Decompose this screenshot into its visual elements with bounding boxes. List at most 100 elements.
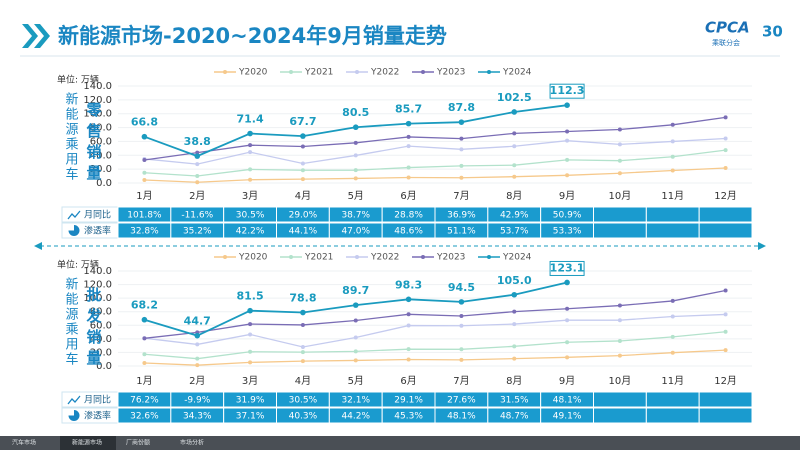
point — [195, 162, 200, 167]
table-value: 53.3% — [553, 227, 582, 237]
x-tick-label: 11月 — [661, 375, 684, 387]
point — [670, 139, 675, 144]
footer-tab[interactable]: 市场分析 — [180, 439, 204, 447]
x-tick-label: 3月 — [242, 190, 258, 202]
legend-label: Y2021 — [304, 253, 333, 263]
point — [195, 342, 200, 347]
table-cell — [645, 407, 700, 424]
table-cell — [645, 391, 700, 408]
legend-label: Y2021 — [304, 68, 333, 78]
table-value: 34.3% — [183, 412, 212, 422]
legend-label: Y2022 — [370, 253, 399, 263]
table-value: 48.7% — [500, 412, 529, 422]
legend-label: Y2020 — [238, 68, 268, 78]
table-cell — [645, 206, 700, 223]
table-value: 49.1% — [553, 412, 582, 422]
data-label: 38.8 — [184, 135, 211, 148]
table-value: 101.8% — [127, 211, 162, 221]
header-title: 新能源市场-2020~2024年9月销量走势 — [58, 24, 447, 48]
y-tick-label: 140.0 — [83, 266, 112, 277]
series-line — [144, 331, 726, 360]
anniversary: 30 — [762, 23, 783, 41]
label-box — [549, 83, 585, 99]
legend-label: Y2024 — [502, 68, 532, 78]
metric-label: 零售销量 — [85, 102, 103, 186]
point — [353, 358, 358, 363]
point — [617, 127, 622, 132]
table-value: 37.1% — [236, 412, 265, 422]
point — [406, 323, 411, 328]
point — [723, 166, 728, 171]
logo: CPCA — [705, 19, 750, 37]
y-tick-label: 80.0 — [90, 307, 112, 318]
point — [459, 357, 464, 362]
data-label: 87.8 — [448, 101, 475, 114]
data-label: 66.8 — [131, 116, 158, 129]
point — [248, 332, 253, 337]
point — [670, 350, 675, 355]
table-value: 30.5% — [236, 211, 265, 221]
table-value: 31.9% — [236, 396, 265, 406]
x-tick-label: 7月 — [453, 375, 469, 387]
footer-tab[interactable]: 新能源市场 — [72, 439, 102, 447]
point — [406, 165, 411, 170]
point — [565, 340, 570, 345]
series-line — [144, 289, 726, 339]
point — [723, 148, 728, 153]
x-tick-label: 7月 — [453, 190, 469, 202]
x-tick-label: 4月 — [295, 190, 311, 202]
label-box — [549, 260, 585, 276]
table-value: 44.1% — [289, 227, 318, 237]
point — [458, 299, 465, 305]
point — [300, 161, 305, 166]
footer-tab[interactable]: 厂商份额 — [126, 439, 150, 447]
point — [459, 323, 464, 328]
point — [142, 361, 147, 366]
table-value: 32.6% — [130, 412, 159, 422]
point — [300, 350, 305, 355]
point — [405, 296, 412, 303]
footer-tab[interactable]: 汽车市场 — [12, 439, 36, 447]
table-value: 53.7% — [500, 227, 529, 237]
point — [248, 322, 253, 327]
point — [142, 336, 147, 341]
y-tick-label: 100.0 — [83, 293, 112, 304]
metric-label: 批发销量 — [85, 286, 103, 371]
table-row-label: 渗透率 — [84, 225, 111, 237]
legend-marker — [355, 255, 359, 259]
x-tick-label: 9月 — [559, 190, 575, 202]
y-axis-label: 单位: 万辆 — [57, 74, 99, 86]
table-value: -9.9% — [184, 396, 211, 406]
table-value: 30.5% — [289, 396, 318, 406]
table-value: 40.3% — [289, 412, 318, 422]
table-cell — [698, 206, 753, 223]
x-tick-label: 1月 — [136, 190, 152, 202]
data-label: 105.0 — [497, 274, 532, 287]
point — [406, 134, 411, 139]
data-label: 94.5 — [448, 281, 475, 294]
point — [617, 158, 622, 163]
legend-marker — [289, 70, 293, 74]
point — [248, 177, 253, 182]
x-tick-label: 4月 — [295, 375, 311, 387]
point — [300, 177, 305, 182]
y-tick-label: 120.0 — [83, 95, 112, 106]
table-value: 76.2% — [130, 396, 159, 406]
point — [565, 318, 570, 323]
point — [195, 174, 200, 179]
point — [459, 313, 464, 318]
y-tick-label: 140.0 — [83, 81, 112, 92]
vehicle-label: 新能源乘用车 — [63, 276, 79, 367]
point — [565, 138, 570, 143]
point — [565, 157, 570, 162]
point — [564, 102, 570, 108]
point — [617, 338, 622, 343]
point — [670, 168, 675, 173]
row-icon — [68, 410, 80, 421]
point — [142, 352, 147, 357]
row-icon — [68, 225, 80, 236]
point — [353, 168, 358, 173]
y-tick-label: 60.0 — [90, 320, 112, 331]
data-label: 44.7 — [184, 315, 211, 328]
